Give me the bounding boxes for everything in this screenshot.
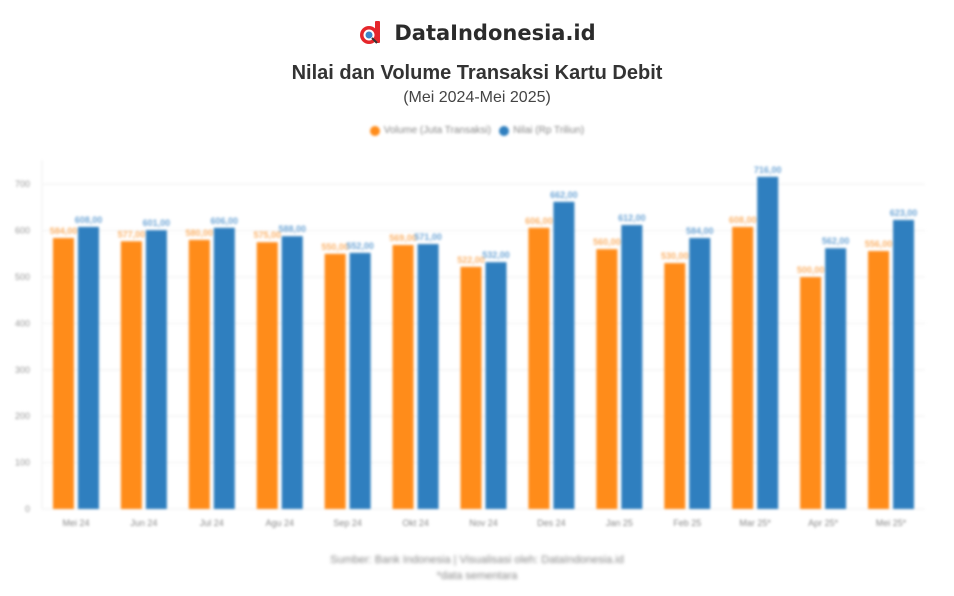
bar-volume <box>256 242 278 509</box>
bar-nilai <box>757 176 779 509</box>
y-tick-label: 300 <box>15 365 30 375</box>
bar-volume <box>868 251 890 509</box>
data-label: 552,00 <box>346 241 374 251</box>
data-label: 532,00 <box>482 250 510 260</box>
bar-volume <box>188 239 210 509</box>
dataindonesia-logo-icon <box>360 21 381 44</box>
data-label: 522,00 <box>457 255 485 265</box>
x-tick-label: Apr 25* <box>808 518 839 528</box>
bar-volume <box>800 277 822 509</box>
bar-volume <box>732 226 754 509</box>
bar-volume <box>392 244 414 509</box>
chart-subtitle: (Mei 2024-Mei 2025) <box>403 89 551 106</box>
data-label: 550,00 <box>321 242 349 252</box>
bar-nilai <box>893 219 915 509</box>
x-tick-label: Jul 24 <box>200 518 224 528</box>
legend-marker-nilai <box>499 125 510 136</box>
x-tick-label: Mar 25* <box>739 518 771 528</box>
legend-item-nilai[interactable]: Nilai (Rp Triliun) <box>499 125 584 136</box>
y-tick-label: 400 <box>15 318 30 328</box>
data-label: 584,00 <box>686 226 714 236</box>
data-label: 606,00 <box>211 216 239 226</box>
y-tick-label: 700 <box>15 179 30 189</box>
data-label: 588,00 <box>278 224 306 234</box>
brand-logo: DataIndonesia.id <box>0 20 954 46</box>
y-tick-label: 0 <box>25 504 30 514</box>
data-label: 608,00 <box>75 215 103 225</box>
data-label: 612,00 <box>618 213 646 223</box>
x-tick-label: Okt 24 <box>402 518 429 528</box>
data-label: 556,00 <box>865 239 893 249</box>
footer: Sumber: Bank Indonesia | Visualisasi ole… <box>0 552 954 584</box>
footnote: *data sementara <box>436 570 518 582</box>
data-label: 562,00 <box>822 236 850 246</box>
legend-label-nilai: Nilai (Rp Triliun) <box>513 125 585 136</box>
data-label: 606,00 <box>525 216 553 226</box>
legend-label-volume: Volume (Juta Transaksi) <box>383 125 492 136</box>
bar-volume <box>324 253 346 509</box>
legend-item-volume[interactable]: Volume (Juta Transaksi) <box>369 125 492 136</box>
data-label: 560,00 <box>593 237 621 247</box>
chart-title: Nilai dan Volume Transaksi Kartu Debit <box>291 62 663 84</box>
data-label: 500,00 <box>797 265 825 275</box>
x-tick-label: Jun 24 <box>130 518 157 528</box>
bar-nilai <box>621 225 643 510</box>
bar-nilai <box>349 252 371 509</box>
bar-nilai <box>417 244 439 509</box>
brand-name: DataIndonesia.id <box>394 21 596 45</box>
x-tick-label: Agu 24 <box>265 518 294 528</box>
x-tick-label: Jan 25 <box>606 518 633 528</box>
bar-nilai <box>213 227 235 509</box>
data-label: 608,00 <box>729 215 757 225</box>
bar-volume <box>528 227 550 509</box>
data-label: 623,00 <box>890 208 918 218</box>
bar-volume <box>596 249 618 509</box>
data-label: 584,00 <box>50 226 78 236</box>
y-tick-label: 500 <box>15 272 30 282</box>
bar-nilai <box>553 201 575 509</box>
legend: Volume (Juta Transaksi) Nilai (Rp Triliu… <box>0 125 954 136</box>
x-tick-label: Nov 24 <box>469 518 498 528</box>
source-text: Sumber: Bank Indonesia | Visualisasi ole… <box>330 554 624 566</box>
bar-volume <box>460 266 482 509</box>
bar-volume <box>120 241 142 509</box>
y-tick-label: 600 <box>15 226 30 236</box>
x-tick-label: Des 24 <box>537 518 566 528</box>
bar-nilai <box>281 236 303 509</box>
data-label: 662,00 <box>550 190 578 200</box>
bar-nilai <box>145 230 167 510</box>
data-label: 530,00 <box>661 251 689 261</box>
data-label: 575,00 <box>253 230 281 240</box>
data-label: 569,00 <box>389 233 417 243</box>
x-tick-label: Sep 24 <box>333 518 362 528</box>
legend-marker-volume <box>369 125 380 136</box>
data-label: 601,00 <box>143 218 171 228</box>
bar-nilai <box>77 226 99 509</box>
data-label: 577,00 <box>118 229 146 239</box>
bar-nilai <box>485 262 507 509</box>
data-label: 716,00 <box>754 165 782 175</box>
data-label: 580,00 <box>186 228 214 238</box>
bar-volume <box>664 263 686 509</box>
x-tick-label: Mei 24 <box>62 518 89 528</box>
y-tick-label: 200 <box>15 411 30 421</box>
bar-volume <box>52 238 74 510</box>
bar-nilai <box>689 238 711 510</box>
data-label: 571,00 <box>414 232 442 242</box>
y-tick-label: 100 <box>15 458 30 468</box>
bar-nilai <box>825 248 847 509</box>
x-tick-label: Feb 25 <box>673 518 701 528</box>
x-tick-label: Mei 25* <box>876 518 907 528</box>
